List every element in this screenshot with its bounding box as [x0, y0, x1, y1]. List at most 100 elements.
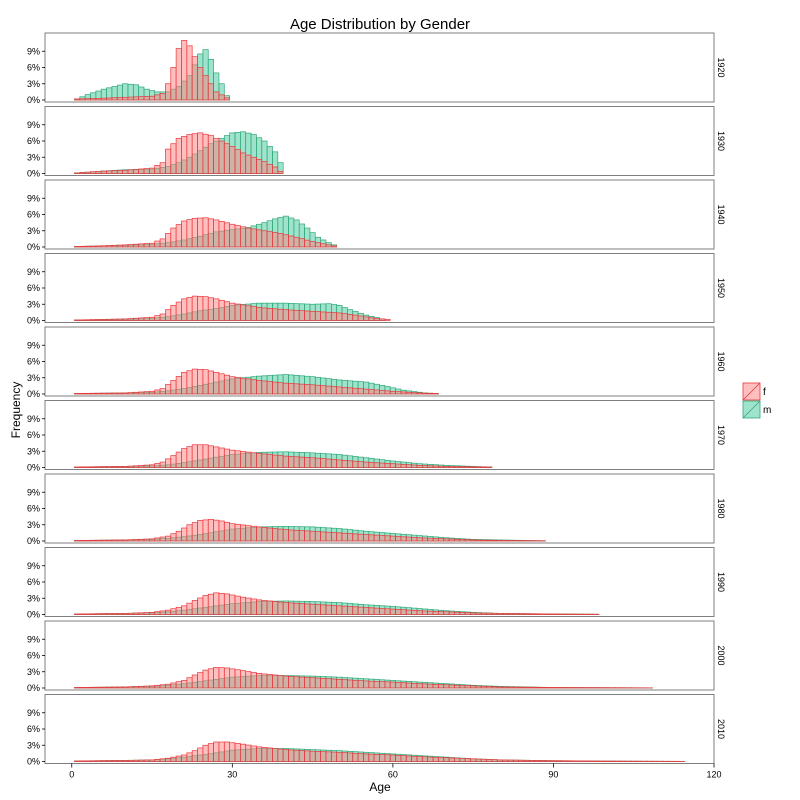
bar-f: [298, 603, 305, 615]
bar-f: [454, 538, 461, 542]
bar-f: [213, 667, 220, 689]
bar-f: [239, 743, 247, 762]
bar-f: [207, 218, 214, 248]
bar-f: [207, 445, 214, 468]
y-tick-label: 0%: [27, 242, 40, 252]
bar-f: [320, 458, 327, 468]
bar-f: [175, 755, 182, 762]
bar-f: [122, 686, 129, 689]
bar-f: [191, 133, 198, 174]
y-tick-label: 6%: [27, 504, 40, 514]
bar-f: [464, 612, 471, 615]
bar-f: [438, 538, 445, 542]
bar-f: [213, 446, 220, 468]
bar-f: [229, 146, 236, 174]
bar-f: [405, 464, 412, 468]
bar-f: [181, 136, 188, 174]
bar-f: [293, 456, 300, 468]
bar-f: [191, 368, 198, 395]
bar-f: [95, 98, 102, 101]
bar-f: [202, 296, 209, 321]
y-tick-label: 9%: [27, 193, 40, 203]
bar-f: [470, 539, 477, 542]
bar-f: [411, 682, 418, 689]
bar-f: [165, 83, 172, 101]
bar-f: [272, 674, 279, 689]
bar-f: [539, 613, 546, 615]
bar-f: [223, 521, 230, 542]
panel-1980: 0% 3% 6% 9% 1980: [27, 473, 726, 546]
bar-f: [266, 454, 273, 468]
bar-f: [181, 448, 188, 468]
bar-f: [432, 465, 439, 468]
bar-f: [266, 308, 273, 321]
bar-f: [470, 466, 477, 468]
bar-f: [122, 613, 129, 615]
bar-f: [395, 754, 402, 762]
bar-f: [400, 609, 407, 615]
bar-f: [304, 677, 311, 689]
bar-f: [405, 391, 412, 395]
bar-f: [218, 741, 225, 762]
bar-f: [272, 166, 279, 174]
bar-f: [266, 600, 273, 615]
bar-f: [491, 686, 498, 689]
panel-frame: [44, 473, 715, 544]
bar-f: [223, 222, 230, 248]
bar-f: [330, 245, 338, 248]
y-tick-label: 3%: [27, 740, 40, 750]
bar-f: [245, 451, 252, 468]
bar-f: [347, 314, 354, 321]
bar-f: [186, 45, 193, 101]
bar-f: [165, 683, 172, 689]
bar-f: [250, 156, 257, 174]
bar-f: [84, 466, 91, 468]
facet-panels: 0% 3% 6% 9% 1920 0% 3% 6% 9% 1930 0% 3% 6% 9% 1940 0% 3%…: [27, 32, 726, 767]
bar-f: [427, 756, 434, 762]
bar-f: [111, 318, 118, 321]
bar-f: [389, 608, 396, 615]
bar-f: [84, 392, 91, 395]
bar-f: [272, 232, 279, 248]
bar-f: [111, 392, 118, 395]
bar-f: [111, 686, 118, 689]
bar-f: [368, 680, 375, 689]
bar-f: [261, 527, 268, 542]
bar-f: [507, 759, 514, 762]
bar-f: [106, 686, 113, 689]
bar-f: [293, 236, 300, 248]
bar-f: [207, 83, 214, 101]
bar-f: [314, 677, 321, 689]
bar-f: [539, 686, 546, 689]
y-tick-label: 9%: [27, 46, 40, 56]
bar-f: [159, 313, 166, 321]
bar-f: [486, 612, 493, 615]
bar-f: [165, 309, 172, 321]
bar-f: [159, 536, 166, 542]
bar-f: [416, 683, 423, 689]
bar-f: [379, 754, 386, 762]
bar-f: [95, 539, 102, 542]
bar-f: [261, 380, 268, 395]
bar-f: [336, 386, 343, 395]
bar-f: [74, 246, 81, 248]
bar-f: [100, 466, 107, 468]
bar-f: [159, 388, 166, 395]
y-tick-label: 3%: [27, 667, 40, 677]
bar-f: [127, 169, 134, 174]
bar-f: [197, 672, 204, 689]
bar-f: [357, 315, 364, 321]
bar-f: [132, 96, 140, 101]
bar-f: [298, 530, 305, 542]
bar-f: [154, 94, 161, 101]
bar-f: [143, 243, 150, 248]
bar-f: [320, 678, 327, 689]
bar-f: [197, 132, 204, 174]
bar-f: [132, 317, 140, 321]
bar-f: [197, 597, 204, 615]
bar-f: [234, 743, 241, 762]
bar-f: [95, 466, 102, 468]
bar-f: [159, 758, 166, 762]
bar-f: [170, 682, 177, 689]
bar-f: [197, 444, 204, 468]
